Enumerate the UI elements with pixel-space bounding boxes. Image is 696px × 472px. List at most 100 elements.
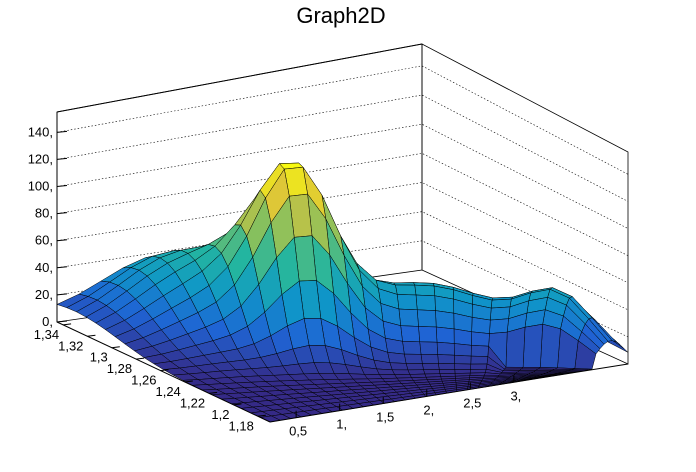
- z-tick: [56, 157, 68, 160]
- surface-cell: [470, 363, 488, 370]
- surface-cell: [505, 326, 526, 368]
- y-tick-label: 1,28: [107, 361, 132, 376]
- surface-cell: [471, 331, 490, 347]
- labels-layer: 0, 20, 40, 60, 80, 100, 120, 140, 0,5 1, 1,5 2, 2,5 3…: [28, 124, 522, 438]
- x-tick-label: 2,5: [463, 395, 481, 410]
- y-tick: [184, 380, 193, 383]
- surface-cell: [387, 352, 407, 364]
- surface-cell: [454, 363, 472, 370]
- z-tick-label: 0,: [42, 314, 53, 329]
- y-tick: [111, 346, 120, 349]
- surface-cell: [418, 326, 438, 343]
- z-tick-label: 20,: [35, 287, 53, 302]
- surface-cell: [453, 343, 472, 357]
- z-tick: [56, 130, 68, 133]
- y-tick-label: 1,2: [211, 407, 229, 422]
- surface-cell: [416, 309, 437, 328]
- axis-line: [539, 363, 629, 379]
- x-tick-label: 2,: [423, 402, 434, 417]
- surface-cell: [520, 367, 542, 370]
- z-tick-label: 100,: [28, 179, 53, 194]
- surface-cell: [470, 345, 489, 357]
- z-grid-line: [56, 65, 629, 175]
- surface-cell: [471, 317, 491, 334]
- surface-cell: [396, 294, 418, 311]
- surface-cell: [407, 369, 426, 375]
- y-tick: [257, 414, 266, 417]
- y-tick: [87, 334, 96, 337]
- z-grid-line: [56, 153, 629, 256]
- axis-line: [56, 321, 271, 423]
- axis-line: [56, 43, 423, 113]
- surface-cell: [421, 363, 440, 370]
- surface-cell: [419, 341, 438, 355]
- surface-cell: [434, 295, 455, 314]
- surface-cell: [490, 298, 512, 309]
- z-grid-line: [56, 211, 629, 311]
- y-tick-label: 1,22: [180, 395, 205, 410]
- surface-cell: [400, 325, 420, 343]
- surface-cell: [438, 363, 456, 370]
- y-tick-label: 1,24: [155, 384, 180, 399]
- surface-cell: [423, 369, 441, 375]
- z-tick-label: 40,: [35, 260, 53, 275]
- surface-cell: [405, 363, 424, 371]
- surface-cell: [393, 282, 416, 286]
- surface-cell: [398, 308, 419, 327]
- y-tick: [160, 369, 169, 372]
- z-tick-label: 120,: [28, 151, 53, 166]
- z-grid-line: [56, 182, 629, 283]
- z-tick: [56, 185, 68, 188]
- surface-cell: [395, 284, 417, 296]
- surface-cell: [376, 368, 396, 375]
- z-tick: [56, 239, 68, 242]
- surface-cell: [437, 354, 455, 364]
- z-tick-label: 60,: [35, 233, 53, 248]
- surface-cell: [454, 354, 472, 365]
- y-tick-label: 1,34: [34, 327, 59, 342]
- y-tick: [136, 357, 145, 360]
- x-tick-label: 0,5: [289, 424, 307, 439]
- x-tick-label: 3,: [510, 388, 521, 403]
- y-tick: [63, 323, 72, 326]
- z-tick: [56, 320, 68, 323]
- surface-cell: [490, 306, 511, 321]
- surface-cell: [435, 310, 455, 330]
- surface-cell: [436, 341, 455, 356]
- z-tick-label: 140,: [28, 124, 53, 139]
- y-tick-label: 1,18: [229, 418, 254, 433]
- surface-cell: [402, 341, 422, 355]
- surface-cell: [470, 355, 489, 365]
- surface-cell: [540, 323, 561, 369]
- z-tick: [56, 212, 68, 215]
- surface-cell: [454, 369, 471, 374]
- surface-cell: [414, 284, 436, 297]
- surface-cell: [403, 353, 423, 364]
- z-grid-line: [56, 94, 629, 202]
- y-tick-label: 1,32: [58, 338, 83, 353]
- chart-title: Graph2D: [296, 3, 385, 28]
- surface-cell: [522, 323, 543, 368]
- surface-cell: [438, 369, 456, 374]
- z-grid-line: [56, 123, 629, 229]
- y-tick: [209, 391, 218, 394]
- surface-cell: [389, 362, 409, 371]
- z-tick: [56, 293, 68, 296]
- y-tick-label: 1,3: [90, 350, 108, 365]
- y-tick-label: 1,26: [131, 373, 156, 388]
- surface-cell: [420, 354, 439, 364]
- surface-cell: [435, 326, 455, 344]
- surface-layer: [56, 162, 629, 423]
- surface-cell: [453, 328, 472, 346]
- x-tick-label: 1,5: [376, 410, 394, 425]
- surface-cell: [391, 369, 411, 375]
- surface-cell: [489, 318, 509, 334]
- axes-layer: [56, 43, 629, 423]
- z-tick: [56, 266, 68, 269]
- surface-cell: [415, 294, 436, 311]
- y-tick: [233, 403, 242, 406]
- z-tick-label: 80,: [35, 206, 53, 221]
- x-tick-label: 1,: [336, 417, 347, 432]
- axis-line: [269, 377, 541, 423]
